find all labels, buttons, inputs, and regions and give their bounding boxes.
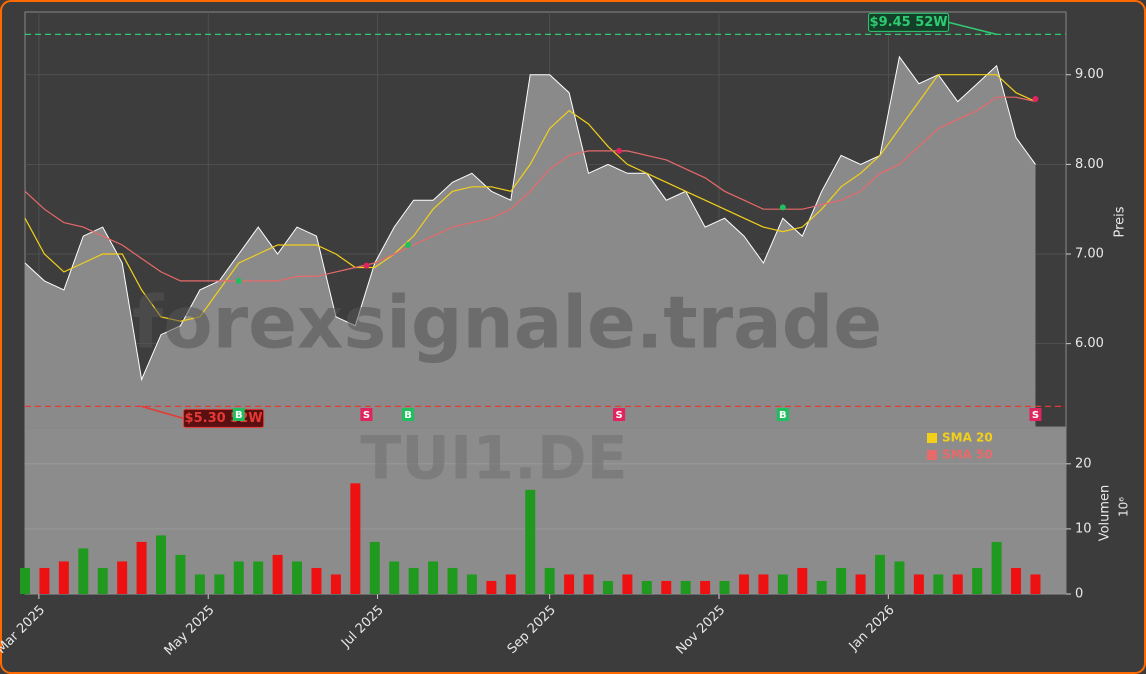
signal-label: S	[363, 410, 370, 421]
signal-label: S	[615, 410, 622, 421]
signal-marker	[613, 408, 626, 421]
annotation-arrow	[948, 21, 997, 36]
volume-bar	[952, 574, 963, 594]
volume-bar	[855, 574, 866, 594]
volume-bar	[136, 541, 147, 594]
signal-label: B	[404, 410, 412, 421]
volume-bar	[39, 567, 50, 594]
volume-bar	[738, 574, 749, 594]
volume-bar	[117, 561, 128, 594]
volume-bar	[719, 580, 730, 594]
volume-bar	[350, 483, 361, 594]
signal-marker	[402, 408, 415, 421]
signal-marker	[360, 408, 373, 421]
signal-marker	[232, 408, 245, 421]
volume-bar	[330, 574, 341, 594]
volume-bar	[525, 489, 536, 594]
signal-label: B	[779, 410, 787, 421]
volume-bar	[466, 574, 477, 594]
volume-bar	[272, 554, 283, 594]
volume-bar	[58, 561, 69, 594]
volume-bar	[369, 541, 380, 594]
volume-bar	[78, 548, 89, 594]
volume-bar	[1030, 574, 1041, 594]
volume-bar	[758, 574, 769, 594]
volume-axis-label: Volumen	[1098, 485, 1113, 542]
volume-bar	[602, 580, 613, 594]
signal-marker	[1029, 408, 1042, 421]
price-area	[25, 56, 1036, 428]
volume-bar	[447, 567, 458, 594]
sma-line	[24, 74, 1036, 322]
volume-bar	[194, 574, 205, 594]
y2-tick-label: 0	[1075, 587, 1083, 602]
volume-bar	[1011, 567, 1022, 594]
signal-label: B	[235, 410, 243, 421]
signal-dot	[1032, 95, 1039, 102]
volume-panel	[24, 427, 1067, 595]
y2-tick-label: 10	[1075, 521, 1092, 536]
y-tick-label: 6.00	[1075, 336, 1104, 351]
signal-dot	[405, 242, 412, 249]
volume-bar	[700, 580, 711, 594]
y2-tick-label: 20	[1075, 456, 1092, 471]
volume-bar	[97, 567, 108, 594]
volume-bar	[933, 574, 944, 594]
legend-label: SMA 20	[942, 431, 993, 445]
volume-bar	[544, 567, 555, 594]
annotation-label: $9.45 52W	[870, 15, 948, 30]
legend-label: SMA 50	[942, 448, 993, 462]
volume-bar	[836, 567, 847, 594]
volume-bar	[991, 541, 1002, 594]
price-line	[24, 55, 1036, 382]
volume-bar	[622, 574, 633, 594]
legend-swatch	[927, 450, 937, 460]
volume-scale: 10⁶	[1117, 497, 1131, 517]
volume-bar	[20, 567, 30, 594]
volume-bar	[875, 554, 886, 594]
volume-bar	[486, 580, 497, 594]
volume-bar	[408, 567, 419, 594]
volume-bar	[214, 574, 225, 594]
signal-label: S	[1032, 410, 1039, 421]
volume-bar	[680, 580, 691, 594]
volume-bar	[389, 561, 400, 594]
signal-dot	[616, 147, 623, 154]
volume-bar	[797, 567, 808, 594]
signal-dot	[235, 277, 242, 284]
y-tick-label: 7.00	[1075, 247, 1104, 262]
volume-bar	[777, 574, 788, 594]
volume-bar	[233, 561, 244, 594]
signal-dot	[363, 262, 370, 269]
volume-bar	[253, 561, 264, 594]
y-tick-label: 9.00	[1075, 67, 1104, 82]
volume-bar	[894, 561, 905, 594]
volume-bar	[505, 574, 516, 594]
volume-bar	[564, 574, 575, 594]
annotation-arrow	[141, 405, 184, 420]
volume-bar	[816, 580, 827, 594]
volume-bar	[428, 561, 439, 594]
signal-marker	[776, 408, 789, 421]
signal-dot	[779, 204, 786, 211]
annotation-label: $5.30 52W	[185, 411, 263, 426]
volume-bar	[661, 580, 672, 594]
legend-swatch	[927, 433, 937, 443]
volume-bar	[641, 580, 652, 594]
sma-line	[24, 96, 1036, 282]
volume-bar	[175, 554, 186, 594]
annotation-box	[868, 12, 950, 32]
volume-bar	[972, 567, 983, 594]
y-tick-label: 8.00	[1075, 157, 1104, 172]
volume-bar	[292, 561, 303, 594]
volume-bar	[156, 535, 167, 594]
volume-bar	[311, 567, 322, 594]
volume-bar	[583, 574, 594, 594]
symbol-watermark: TUI1.DE	[360, 424, 627, 494]
watermark: forexsignale.trade	[132, 281, 882, 365]
volume-bar	[913, 574, 924, 594]
y-axis-label: Preis	[1113, 206, 1128, 237]
